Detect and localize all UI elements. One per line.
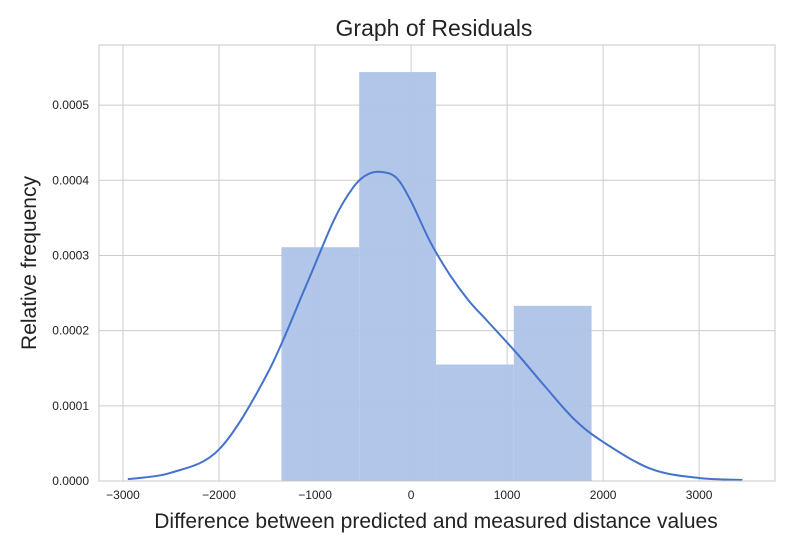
x-tick-label: −2000 — [202, 488, 236, 502]
kde-curve-group — [127, 170, 743, 481]
y-tick-label: 0.0004 — [52, 173, 89, 187]
y-tick-label: 0.0005 — [52, 98, 89, 112]
plot-frame — [98, 44, 776, 482]
y-tick-label: 0.0003 — [52, 248, 89, 262]
x-tick-label: 0 — [408, 488, 415, 502]
histogram-bar — [359, 72, 437, 481]
x-axis-label: Difference between predicted and measure… — [154, 510, 717, 533]
histogram-bar — [436, 364, 514, 481]
histogram-bars — [281, 72, 592, 481]
kde-line — [127, 170, 743, 481]
x-tick-labels: −3000 −2000 −1000 0 1000 2000 3000 — [106, 488, 713, 502]
y-tick-label: 0.0000 — [52, 474, 89, 488]
y-tick-label: 0.0001 — [52, 399, 89, 413]
histogram-bar — [281, 247, 360, 481]
y-axis-label: Relative frequency — [18, 176, 41, 350]
x-tick-label: 1000 — [494, 488, 521, 502]
x-tick-label: −3000 — [106, 488, 140, 502]
y-tick-labels: 0.0000 0.0001 0.0002 0.0003 0.0004 0.0005 — [52, 98, 89, 488]
histogram-bar — [513, 305, 592, 481]
x-tick-label: 3000 — [686, 488, 713, 502]
chart-title: Graph of Residuals — [336, 15, 533, 41]
x-tick-label: 2000 — [590, 488, 617, 502]
x-tick-label: −1000 — [298, 488, 332, 502]
y-tick-label: 0.0002 — [52, 324, 89, 338]
